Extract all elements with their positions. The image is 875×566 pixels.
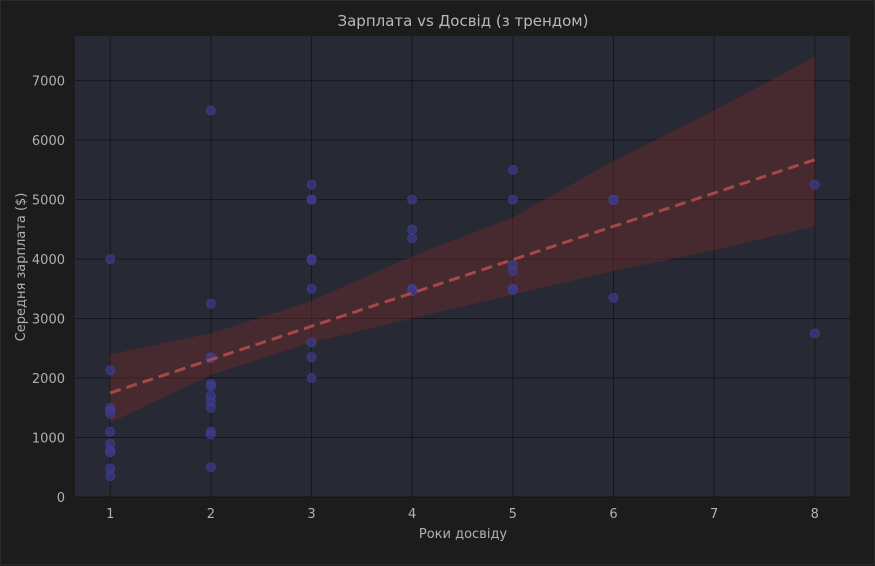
data-point bbox=[306, 352, 317, 363]
x-tick-label: 8 bbox=[811, 507, 819, 522]
y-tick-label: 4000 bbox=[32, 253, 65, 268]
y-tick-labels: 0 1000 2000 3000 4000 5000 6000 7000 bbox=[32, 75, 65, 506]
data-point bbox=[507, 265, 518, 276]
y-tick-label: 6000 bbox=[32, 134, 65, 149]
confidence-band bbox=[110, 56, 815, 423]
data-point bbox=[507, 164, 518, 175]
chart-title: Зарплата vs Досвід (з трендом) bbox=[338, 12, 589, 30]
y-tick-label: 2000 bbox=[32, 372, 65, 387]
y-tick-label: 5000 bbox=[32, 194, 65, 209]
data-point bbox=[306, 179, 317, 190]
data-point bbox=[809, 328, 820, 339]
y-tick-label: 0 bbox=[57, 491, 65, 506]
data-point bbox=[507, 194, 518, 205]
y-tick-label: 1000 bbox=[32, 432, 65, 447]
x-tick-label: 2 bbox=[207, 507, 215, 522]
data-point bbox=[205, 298, 216, 309]
x-tick-label: 3 bbox=[307, 507, 315, 522]
y-axis-label: Середня зарплата ($) bbox=[14, 193, 29, 342]
data-points bbox=[105, 105, 820, 482]
x-tick-label: 6 bbox=[609, 507, 617, 522]
data-point bbox=[407, 194, 418, 205]
y-tick-label: 3000 bbox=[32, 313, 65, 328]
x-tick-label: 4 bbox=[408, 507, 416, 522]
data-point bbox=[105, 471, 116, 482]
x-tick-label: 7 bbox=[710, 507, 718, 522]
data-point bbox=[105, 254, 116, 265]
data-point bbox=[608, 195, 619, 206]
data-point bbox=[105, 447, 116, 458]
data-point bbox=[306, 373, 317, 384]
x-axis-label: Роки досвіду bbox=[419, 527, 508, 542]
data-point bbox=[507, 284, 518, 295]
plot-area bbox=[75, 36, 850, 497]
x-tick-label: 1 bbox=[106, 507, 114, 522]
data-point bbox=[306, 283, 317, 294]
data-point bbox=[205, 402, 216, 413]
y-tick-label: 7000 bbox=[32, 75, 65, 90]
trend-line bbox=[109, 158, 816, 395]
data-point bbox=[205, 381, 216, 392]
data-point bbox=[105, 408, 116, 419]
data-point bbox=[205, 429, 216, 440]
data-point bbox=[306, 194, 317, 205]
data-point bbox=[407, 233, 418, 244]
data-point bbox=[306, 337, 317, 348]
data-point bbox=[407, 224, 418, 235]
grid bbox=[75, 36, 850, 498]
data-point bbox=[608, 292, 619, 303]
data-point bbox=[306, 255, 317, 266]
data-point bbox=[105, 365, 116, 376]
x-tick-label: 5 bbox=[509, 507, 517, 522]
x-tick-labels: 1 2 3 4 5 6 7 8 bbox=[106, 507, 819, 522]
data-point bbox=[105, 426, 116, 437]
data-point bbox=[809, 179, 820, 190]
data-point bbox=[205, 462, 216, 473]
data-point bbox=[205, 105, 216, 116]
